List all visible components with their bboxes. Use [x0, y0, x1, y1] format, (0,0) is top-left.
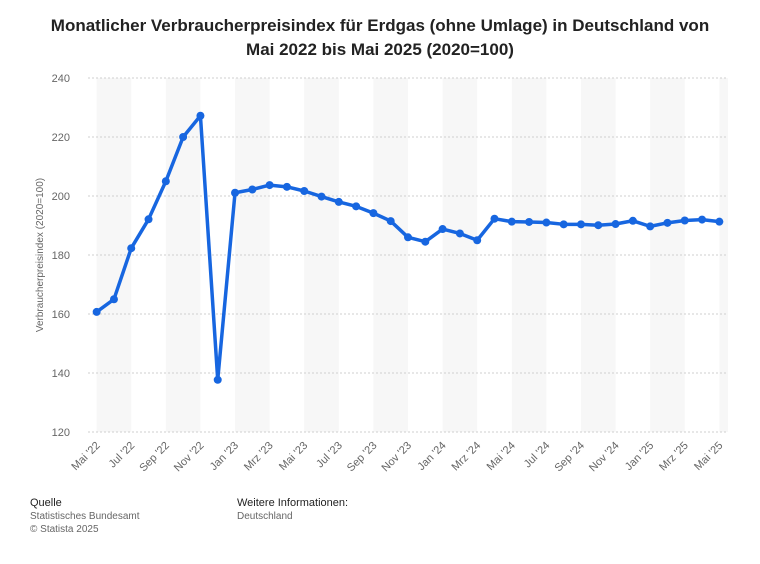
y-axis-ticks: 120 140 160 180 200 220 240	[52, 73, 70, 439]
data-point[interactable]	[369, 209, 378, 218]
data-point[interactable]	[352, 202, 361, 211]
x-tick-label: Mai '24	[485, 440, 518, 473]
data-point[interactable]	[386, 217, 395, 226]
source-block: Quelle Statistisches Bundesamt © Statist…	[30, 497, 140, 536]
info-block: Weitere Informationen: Deutschland	[237, 497, 348, 523]
y-axis-label: Verbraucherpreisindex (2020=100)	[35, 178, 46, 332]
x-tick-label: Sep '24	[552, 440, 587, 475]
data-point[interactable]	[196, 111, 205, 120]
data-point[interactable]	[438, 225, 447, 234]
data-point[interactable]	[161, 177, 170, 186]
data-point[interactable]	[507, 217, 516, 226]
data-point[interactable]	[248, 185, 257, 194]
x-tick-label: Mrz '24	[450, 440, 484, 474]
data-point[interactable]	[576, 220, 585, 229]
x-tick-label: Mai '22	[69, 440, 102, 473]
data-point[interactable]	[542, 218, 551, 227]
data-point[interactable]	[594, 221, 603, 230]
data-point[interactable]	[559, 220, 568, 229]
x-tick-label: Nov '23	[380, 440, 415, 475]
data-point[interactable]	[680, 216, 689, 225]
info-heading: Weitere Informationen:	[237, 497, 349, 509]
data-point[interactable]	[628, 216, 637, 225]
data-point[interactable]	[334, 197, 343, 206]
y-tick-label: 140	[52, 368, 70, 380]
background-band	[650, 78, 685, 432]
gridlines	[88, 77, 728, 433]
y-tick-label: 240	[52, 73, 70, 85]
data-point[interactable]	[663, 218, 672, 227]
data-point[interactable]	[265, 181, 274, 190]
data-point[interactable]	[611, 220, 620, 229]
data-series	[92, 111, 724, 384]
y-tick-label: 120	[52, 427, 70, 439]
data-point[interactable]	[127, 244, 136, 253]
data-point[interactable]	[92, 307, 101, 316]
x-tick-label: Jan '23	[208, 440, 241, 473]
data-point[interactable]	[144, 215, 153, 224]
data-point[interactable]	[404, 233, 412, 242]
data-point[interactable]	[525, 217, 534, 226]
x-tick-label: Jul '24	[522, 440, 553, 471]
y-tick-label: 220	[52, 132, 70, 144]
y-tick-label: 180	[52, 250, 70, 262]
x-tick-label: Mrz '25	[657, 440, 691, 474]
x-tick-label: Jan '24	[415, 440, 448, 473]
data-point[interactable]	[473, 236, 482, 245]
x-tick-label: Mai '23	[277, 440, 310, 473]
data-point[interactable]	[646, 222, 655, 231]
data-point[interactable]	[455, 229, 464, 238]
x-tick-label: Jul '23	[314, 440, 345, 471]
x-tick-label: Nov '24	[587, 440, 622, 475]
background-band	[373, 78, 408, 432]
data-point[interactable]	[179, 133, 188, 141]
y-tick-label: 200	[52, 191, 70, 203]
x-axis-ticks: Mai '22 Jul '22 Sep '22 Nov '22 Jan '23 Mrz '…	[69, 440, 725, 475]
data-point[interactable]	[490, 214, 499, 223]
data-point[interactable]	[715, 217, 724, 226]
chart-title-line-1: Monatlicher Verbraucherpreisindex für Er…	[50, 16, 710, 35]
x-tick-label: Sep '23	[345, 440, 380, 475]
x-tick-label: Jan '25	[623, 440, 656, 473]
chart-title-line-2: Mai 2022 bis Mai 2025 (2020=100)	[246, 40, 514, 59]
x-tick-label: Mai '25	[692, 440, 725, 473]
y-tick-label: 160	[52, 309, 70, 321]
data-point[interactable]	[317, 192, 326, 201]
background-band	[165, 78, 201, 432]
source-line-2: © Statista 2025	[30, 524, 99, 535]
data-point[interactable]	[109, 295, 118, 304]
data-point[interactable]	[282, 182, 291, 191]
x-tick-label: Jul '22	[107, 440, 138, 471]
x-tick-label: Nov '22	[172, 440, 207, 475]
background-band	[580, 78, 616, 432]
data-point[interactable]	[300, 186, 309, 195]
x-tick-label: Mrz '23	[242, 440, 276, 474]
source-line-1: Statistisches Bundesamt	[30, 511, 140, 522]
source-heading: Quelle	[30, 497, 62, 509]
chart-title: Monatlicher Verbraucherpreisindex für Er…	[20, 14, 740, 62]
data-point[interactable]	[213, 375, 222, 384]
info-line-1: Deutschland	[237, 511, 293, 522]
data-point[interactable]	[231, 188, 240, 197]
x-tick-label: Sep '22	[137, 440, 172, 475]
data-point[interactable]	[698, 215, 707, 224]
data-point[interactable]	[421, 237, 430, 246]
background-band	[719, 78, 728, 432]
